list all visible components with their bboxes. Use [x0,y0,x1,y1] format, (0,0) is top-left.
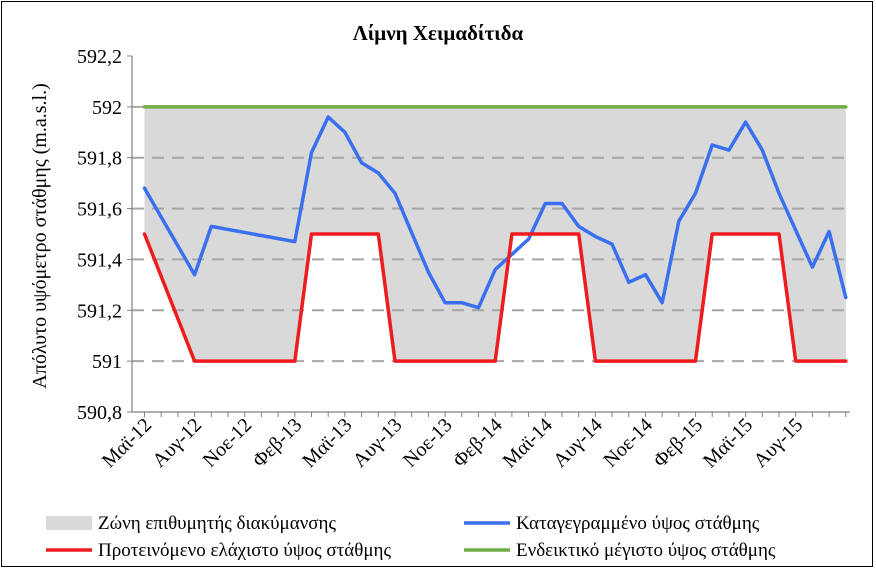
x-tick-label: Φεβ-15 [649,414,707,472]
series-line-2 [142,232,848,363]
x-tick-label: Φεβ-14 [449,414,507,472]
y-tick-label: 590,8 [77,402,122,424]
legend-label: Ζώνη επιθυμητής διακύμανσης [98,513,336,534]
legend-label: Καταγεγραμμένο ύψος στάθμης [516,513,760,534]
y-tick-label: 592 [92,97,122,119]
x-tick-label: Μαϊ-13 [298,414,356,472]
y-tick-label: 592,2 [77,46,122,68]
y-tick-label: 591,6 [77,199,122,221]
chart-title: Λίμνη Χειμαδίτιδα [353,21,524,45]
legend-label: Προτεινόμενο ελάχιστο ύψος στάθμης [98,540,391,561]
x-tick-label: Μαϊ-15 [699,414,757,472]
x-tick-label: Νοε-14 [599,414,657,472]
x-tick-label: Μαϊ-14 [499,414,557,472]
x-tick-label: Φεβ-13 [248,414,306,472]
x-tick-label: Αυγ-13 [349,414,407,472]
x-tick-label: Αυγ-14 [549,414,607,472]
x-tick-label: Αυγ-15 [749,414,807,472]
y-tick-label: 591 [92,351,122,373]
y-tick-label: 591,4 [77,249,122,271]
y-axis-label: Απόλυτο υψόμετρο στάθμης (m.a.s.l.) [29,83,51,388]
x-tick-label: Νοε-13 [399,414,457,472]
y-tick-label: 591,8 [77,148,122,170]
x-tick-label: Νοε-12 [199,414,257,472]
series-line-1 [142,115,848,310]
y-tick-label: 591,2 [77,300,122,322]
legend-swatch [46,516,92,530]
desired-range-band [144,106,846,362]
x-tick-label: Αυγ-12 [148,414,206,472]
legend-label: Ενδεικτικό μέγιστο ύψος στάθμης [516,540,776,561]
